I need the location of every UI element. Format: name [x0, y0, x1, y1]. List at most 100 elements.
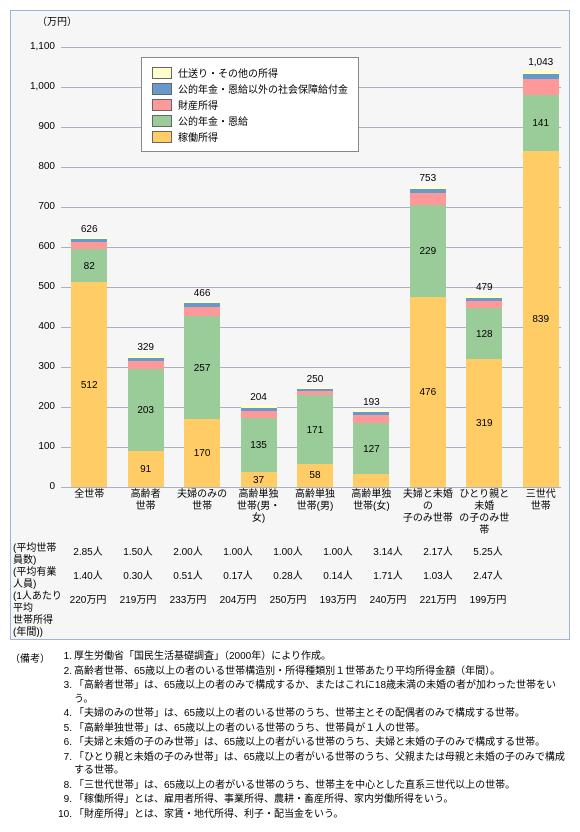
meta-cell: 199万円	[463, 591, 513, 639]
meta-row: (1人あたり平均世帯所得(年間))220万円219万円233万円204万円250…	[13, 591, 569, 639]
meta-cell: 1.50人	[113, 543, 163, 567]
bar-segment-earned	[410, 297, 446, 487]
notes-section: （備考） 1.厚生労働省「国民生活基礎調査」（2000年）により作成。2.高齢者…	[10, 650, 568, 822]
note-number: 4.	[54, 707, 72, 721]
y-tick: 1,000	[15, 81, 55, 92]
meta-cell: 3.14人	[363, 543, 413, 567]
bar-segment-property	[353, 415, 389, 423]
meta-cell: 1.71人	[363, 567, 413, 591]
y-tick: 600	[15, 241, 55, 252]
note-text: 「三世代世帯」は、65歳以上の者がいる世帯のうち、世帯主を中心とした直系三世代以…	[74, 779, 568, 793]
meta-row: (平均有業人員)1.40人0.30人0.51人0.17人0.28人0.14人1.…	[13, 567, 569, 591]
x-axis-labels: 全世帯高齢者世帯夫婦のみの世帯高齢単独世帯(男・女)高齢単独世帯(男)高齢単独世…	[61, 487, 569, 539]
bar-column: 127193	[343, 47, 399, 487]
bar-segment-property	[71, 242, 107, 249]
note-text: 「夫婦と未婚の子のみ世帯」は、65歳以上の者がいる世帯のうち、夫婦と未婚の子のみ…	[74, 736, 568, 750]
bar-segment-property	[241, 411, 277, 418]
note-text: 高齢者世帯、65歳以上の者のいる世帯構造別・所得種類別１世帯あたり平均所得金額（…	[74, 665, 568, 679]
bar-segment-pension	[410, 205, 446, 297]
bar-segment-property	[523, 79, 559, 95]
note-number: 7.	[54, 751, 72, 778]
note-number: 9.	[54, 793, 72, 807]
bar-segment-property	[410, 193, 446, 205]
x-label: ひとり親と未婚の子のみ世帯	[456, 487, 512, 539]
y-tick: 400	[15, 321, 55, 332]
y-tick: 0	[15, 481, 55, 492]
note-item: 1.厚生労働省「国民生活基礎調査」（2000年）により作成。	[54, 650, 568, 664]
bar-segment-pension	[353, 423, 389, 474]
meta-cell: 1.00人	[263, 543, 313, 567]
meta-cell: 250万円	[263, 591, 313, 639]
meta-cell: 1.00人	[313, 543, 363, 567]
note-text: 「夫婦のみの世帯」は、65歳以上の者のいる世帯のうち、世帯主とその配偶者のみで構…	[74, 707, 568, 721]
meta-cell: 2.47人	[463, 567, 513, 591]
meta-cell: 0.14人	[313, 567, 363, 591]
meta-cell: 0.28人	[263, 567, 313, 591]
bar-total-label: 466	[194, 288, 211, 299]
bar-segment-earned	[241, 472, 277, 487]
meta-cell: 204万円	[213, 591, 263, 639]
note-item: 6.「夫婦と未婚の子のみ世帯」は、65歳以上の者がいる世帯のうち、夫婦と未婚の子…	[54, 736, 568, 750]
bar: 51282626	[71, 237, 107, 487]
x-label: 高齢単独世帯(男・女)	[230, 487, 286, 539]
chart-container: （万円） 01002003004005006007008009001,0001,…	[10, 10, 570, 640]
y-tick: 100	[15, 441, 55, 452]
meta-head: (平均世帯員数)	[13, 543, 67, 567]
notes-list: 1.厚生労働省「国民生活基礎調査」（2000年）により作成。2.高齢者世帯、65…	[54, 650, 568, 822]
bar-column: 37135204	[230, 47, 286, 487]
note-text: 厚生労働省「国民生活基礎調査」（2000年）により作成。	[74, 650, 568, 664]
bar-total-label: 204	[250, 392, 267, 403]
bar-segment-property	[466, 301, 502, 308]
bar-segment-pension	[184, 316, 220, 419]
meta-cell: 1.40人	[63, 567, 113, 591]
y-tick: 300	[15, 361, 55, 372]
meta-cell: 1.00人	[213, 543, 263, 567]
notes-head: （備考）	[10, 650, 50, 822]
bar-total-label: 329	[137, 342, 154, 353]
bar-total-label: 479	[476, 282, 493, 293]
meta-cell: 2.85人	[63, 543, 113, 567]
meta-cell: 2.17人	[413, 543, 463, 567]
bar: 476229753	[410, 186, 446, 487]
note-item: 9.「稼働所得」とは、雇用者所得、事業所得、農耕・畜産所得、家内労働所得をいう。	[54, 793, 568, 807]
bar-segment-property	[184, 307, 220, 317]
y-axis-unit: （万円）	[37, 13, 77, 28]
bar-column: 8391411,043	[513, 47, 569, 487]
note-number: 6.	[54, 736, 72, 750]
note-text: 「ひとり親と未婚の子のみ世帯」は、65歳以上の者がいる世帯のうち、父親または母親…	[74, 751, 568, 778]
x-label: 全世帯	[61, 487, 117, 539]
note-number: 1.	[54, 650, 72, 664]
bar: 91203329	[128, 355, 164, 487]
note-number: 2.	[54, 665, 72, 679]
note-item: 4.「夫婦のみの世帯」は、65歳以上の者のいる世帯のうち、世帯主とその配偶者のみ…	[54, 707, 568, 721]
bar-total-label: 753	[420, 173, 437, 184]
bar-column: 170257466	[174, 47, 230, 487]
note-item: 3.「高齢者世帯」は、65歳以上の者のみで構成するか、またはこれに18歳未満の未…	[54, 679, 568, 706]
meta-head: (平均有業人員)	[13, 567, 67, 591]
bar-segment-earned	[184, 419, 220, 487]
bar-segment-earned	[297, 464, 333, 487]
y-tick: 500	[15, 281, 55, 292]
bar: 170257466	[184, 301, 220, 487]
note-text: 「高齢単独世帯」は、65歳以上の者のいる世帯のうち、世帯員が１人の世帯。	[74, 722, 568, 736]
meta-cell: 193万円	[313, 591, 363, 639]
bar-column: 91203329	[117, 47, 173, 487]
bar-total-label: 193	[363, 397, 380, 408]
note-item: 10.「財産所得」とは、家賃・地代所得、利子・配当金をいう。	[54, 808, 568, 822]
note-number: 8.	[54, 779, 72, 793]
x-label: 高齢単独世帯(女)	[343, 487, 399, 539]
meta-cell: 220万円	[63, 591, 113, 639]
x-label: 三世代世帯	[513, 487, 569, 539]
bar-total-label: 1,043	[528, 57, 553, 68]
meta-head: (1人あたり平均世帯所得(年間))	[13, 591, 67, 639]
meta-cell: 0.17人	[213, 567, 263, 591]
y-tick: 900	[15, 121, 55, 132]
bar-segment-earned	[353, 474, 389, 487]
meta-table: (平均世帯員数)2.85人1.50人2.00人1.00人1.00人1.00人3.…	[13, 543, 569, 639]
bar-column: 476229753	[400, 47, 456, 487]
y-tick: 800	[15, 161, 55, 172]
bar: 127193	[353, 410, 389, 487]
y-tick: 700	[15, 201, 55, 212]
bar-total-label: 250	[307, 374, 324, 385]
bar-segment-property	[128, 361, 164, 369]
